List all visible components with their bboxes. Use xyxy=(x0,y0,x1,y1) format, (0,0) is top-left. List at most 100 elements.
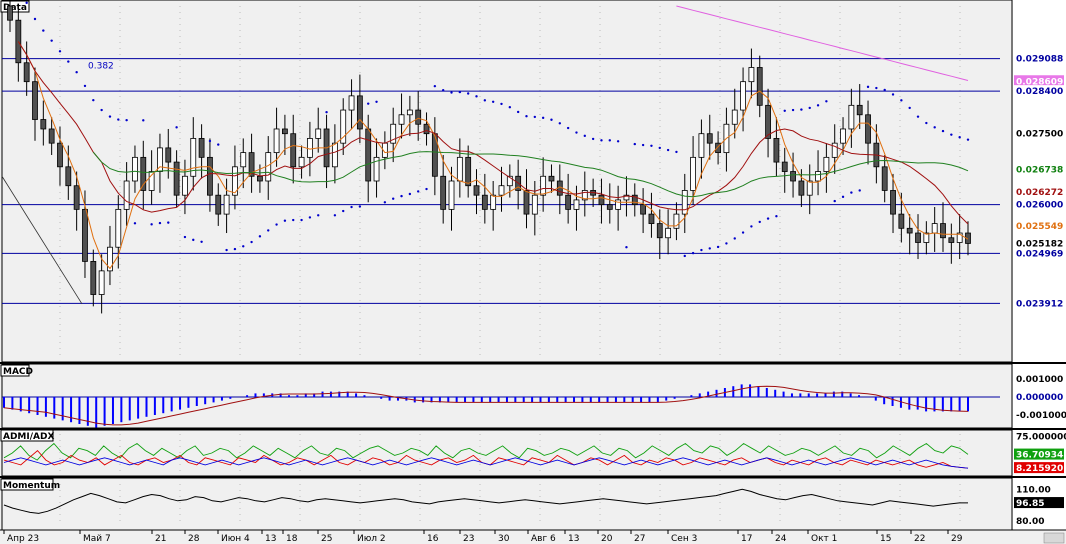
parabolic-sar-dot xyxy=(475,95,478,98)
parabolic-sar-dot xyxy=(292,218,295,222)
candle-body xyxy=(423,123,430,135)
candle-body xyxy=(731,109,738,125)
candle-body xyxy=(315,128,322,139)
candle-body xyxy=(123,180,130,210)
parabolic-sar-dot xyxy=(933,126,936,129)
candle-body xyxy=(140,156,147,191)
parabolic-sar-dot xyxy=(258,235,262,238)
candle-body xyxy=(298,156,305,168)
candle-body xyxy=(523,190,530,215)
candle-body xyxy=(65,166,72,187)
x-tick-label: 16 xyxy=(427,534,439,544)
x-tick-label: 28 xyxy=(188,534,200,544)
candle-body xyxy=(398,114,405,125)
adx-value-label: 8.215920 xyxy=(1016,464,1063,474)
x-tick-label: 13 xyxy=(265,534,276,544)
panel-title: MACD xyxy=(3,367,33,377)
parabolic-sar-dot xyxy=(400,194,403,198)
parabolic-sar-dot xyxy=(633,142,636,146)
candle-body xyxy=(190,138,197,177)
candle-body xyxy=(182,175,188,196)
candle-body xyxy=(48,128,55,144)
candle-body xyxy=(98,270,105,295)
price-label: 0.028609 xyxy=(1016,77,1063,87)
candle-body xyxy=(631,194,638,206)
parabolic-sar-dot xyxy=(108,115,112,118)
parabolic-sar-dot xyxy=(533,115,537,119)
parabolic-sar-dot xyxy=(317,214,320,217)
parabolic-sar-dot xyxy=(217,143,220,146)
x-tick-label: 25 xyxy=(321,534,332,544)
x-tick-label: Авг 6 xyxy=(531,534,556,544)
candle-body xyxy=(623,194,630,201)
parabolic-sar-dot xyxy=(750,225,753,228)
candle-body xyxy=(806,180,813,196)
candle-body xyxy=(90,261,97,295)
x-tick-label: 23 xyxy=(463,534,474,544)
candle-body xyxy=(956,232,963,243)
x-tick-label: 13 xyxy=(568,534,579,544)
parabolic-sar-dot xyxy=(608,139,611,142)
candle-body xyxy=(598,194,605,206)
parabolic-sar-dot xyxy=(783,109,786,112)
parabolic-sar-dot xyxy=(583,134,586,138)
candle-body xyxy=(915,232,921,243)
price-label-bg xyxy=(1014,75,1064,87)
parabolic-sar-dot xyxy=(525,115,528,118)
x-tick-label: Окт 1 xyxy=(811,534,837,544)
parabolic-sar-dot xyxy=(491,100,495,103)
parabolic-sar-dot xyxy=(425,187,428,191)
parabolic-sar-dot xyxy=(267,229,270,232)
candle-body xyxy=(906,227,913,234)
candle-body xyxy=(440,175,447,210)
parabolic-sar-dot xyxy=(516,110,520,114)
parabolic-sar-dot xyxy=(383,201,387,204)
candle-body xyxy=(865,114,871,144)
trend-line xyxy=(1,176,83,305)
parabolic-sar-dot xyxy=(716,245,720,249)
parabolic-sar-dot xyxy=(433,84,437,88)
parabolic-sar-dot xyxy=(441,88,445,92)
candle-body xyxy=(257,175,263,182)
parabolic-sar-dot xyxy=(450,91,453,94)
price-label-bg xyxy=(1014,219,1064,231)
price-label: 0.025549 xyxy=(1016,222,1063,232)
x-tick-label: Сен 3 xyxy=(671,534,697,544)
parabolic-sar-dot xyxy=(358,205,362,208)
candle-body xyxy=(365,128,372,182)
parabolic-sar-dot xyxy=(325,110,328,114)
parabolic-sar-dot xyxy=(658,146,661,150)
parabolic-sar-dot xyxy=(875,86,878,90)
candle-body xyxy=(215,194,222,215)
price-label-bg xyxy=(1014,185,1064,197)
candle-body xyxy=(698,133,705,158)
candle-body xyxy=(82,208,88,262)
candle-body xyxy=(840,128,846,144)
candle-body xyxy=(931,223,938,234)
price-label: 0.028400 xyxy=(1016,87,1063,97)
parabolic-sar-dot xyxy=(275,223,278,226)
macd-signal-line xyxy=(3,385,969,426)
parabolic-sar-dot xyxy=(33,17,37,21)
candle-body xyxy=(115,208,122,248)
candle-body xyxy=(331,142,338,168)
candle-body xyxy=(506,175,513,187)
parabolic-sar-dot xyxy=(100,108,103,112)
parabolic-sar-dot xyxy=(616,140,620,143)
price-label-bg xyxy=(1014,85,1064,97)
x-tick-label: Апр 23 xyxy=(7,534,39,544)
adx-line-green xyxy=(3,442,969,461)
parabolic-sar-dot xyxy=(683,254,686,258)
panel-title: Momentum xyxy=(3,481,60,491)
parabolic-sar-dot xyxy=(183,235,187,239)
candle-body xyxy=(756,67,763,106)
candle-body xyxy=(648,213,655,224)
candle-body xyxy=(273,128,280,154)
candle-body xyxy=(815,171,821,182)
candle-body xyxy=(790,171,796,182)
adx-value-label: 36.709348 xyxy=(1016,451,1066,461)
price-label: 0.026000 xyxy=(1016,201,1063,211)
candle-body xyxy=(765,104,771,139)
parabolic-sar-dot xyxy=(775,215,778,218)
candle-body xyxy=(881,166,888,191)
